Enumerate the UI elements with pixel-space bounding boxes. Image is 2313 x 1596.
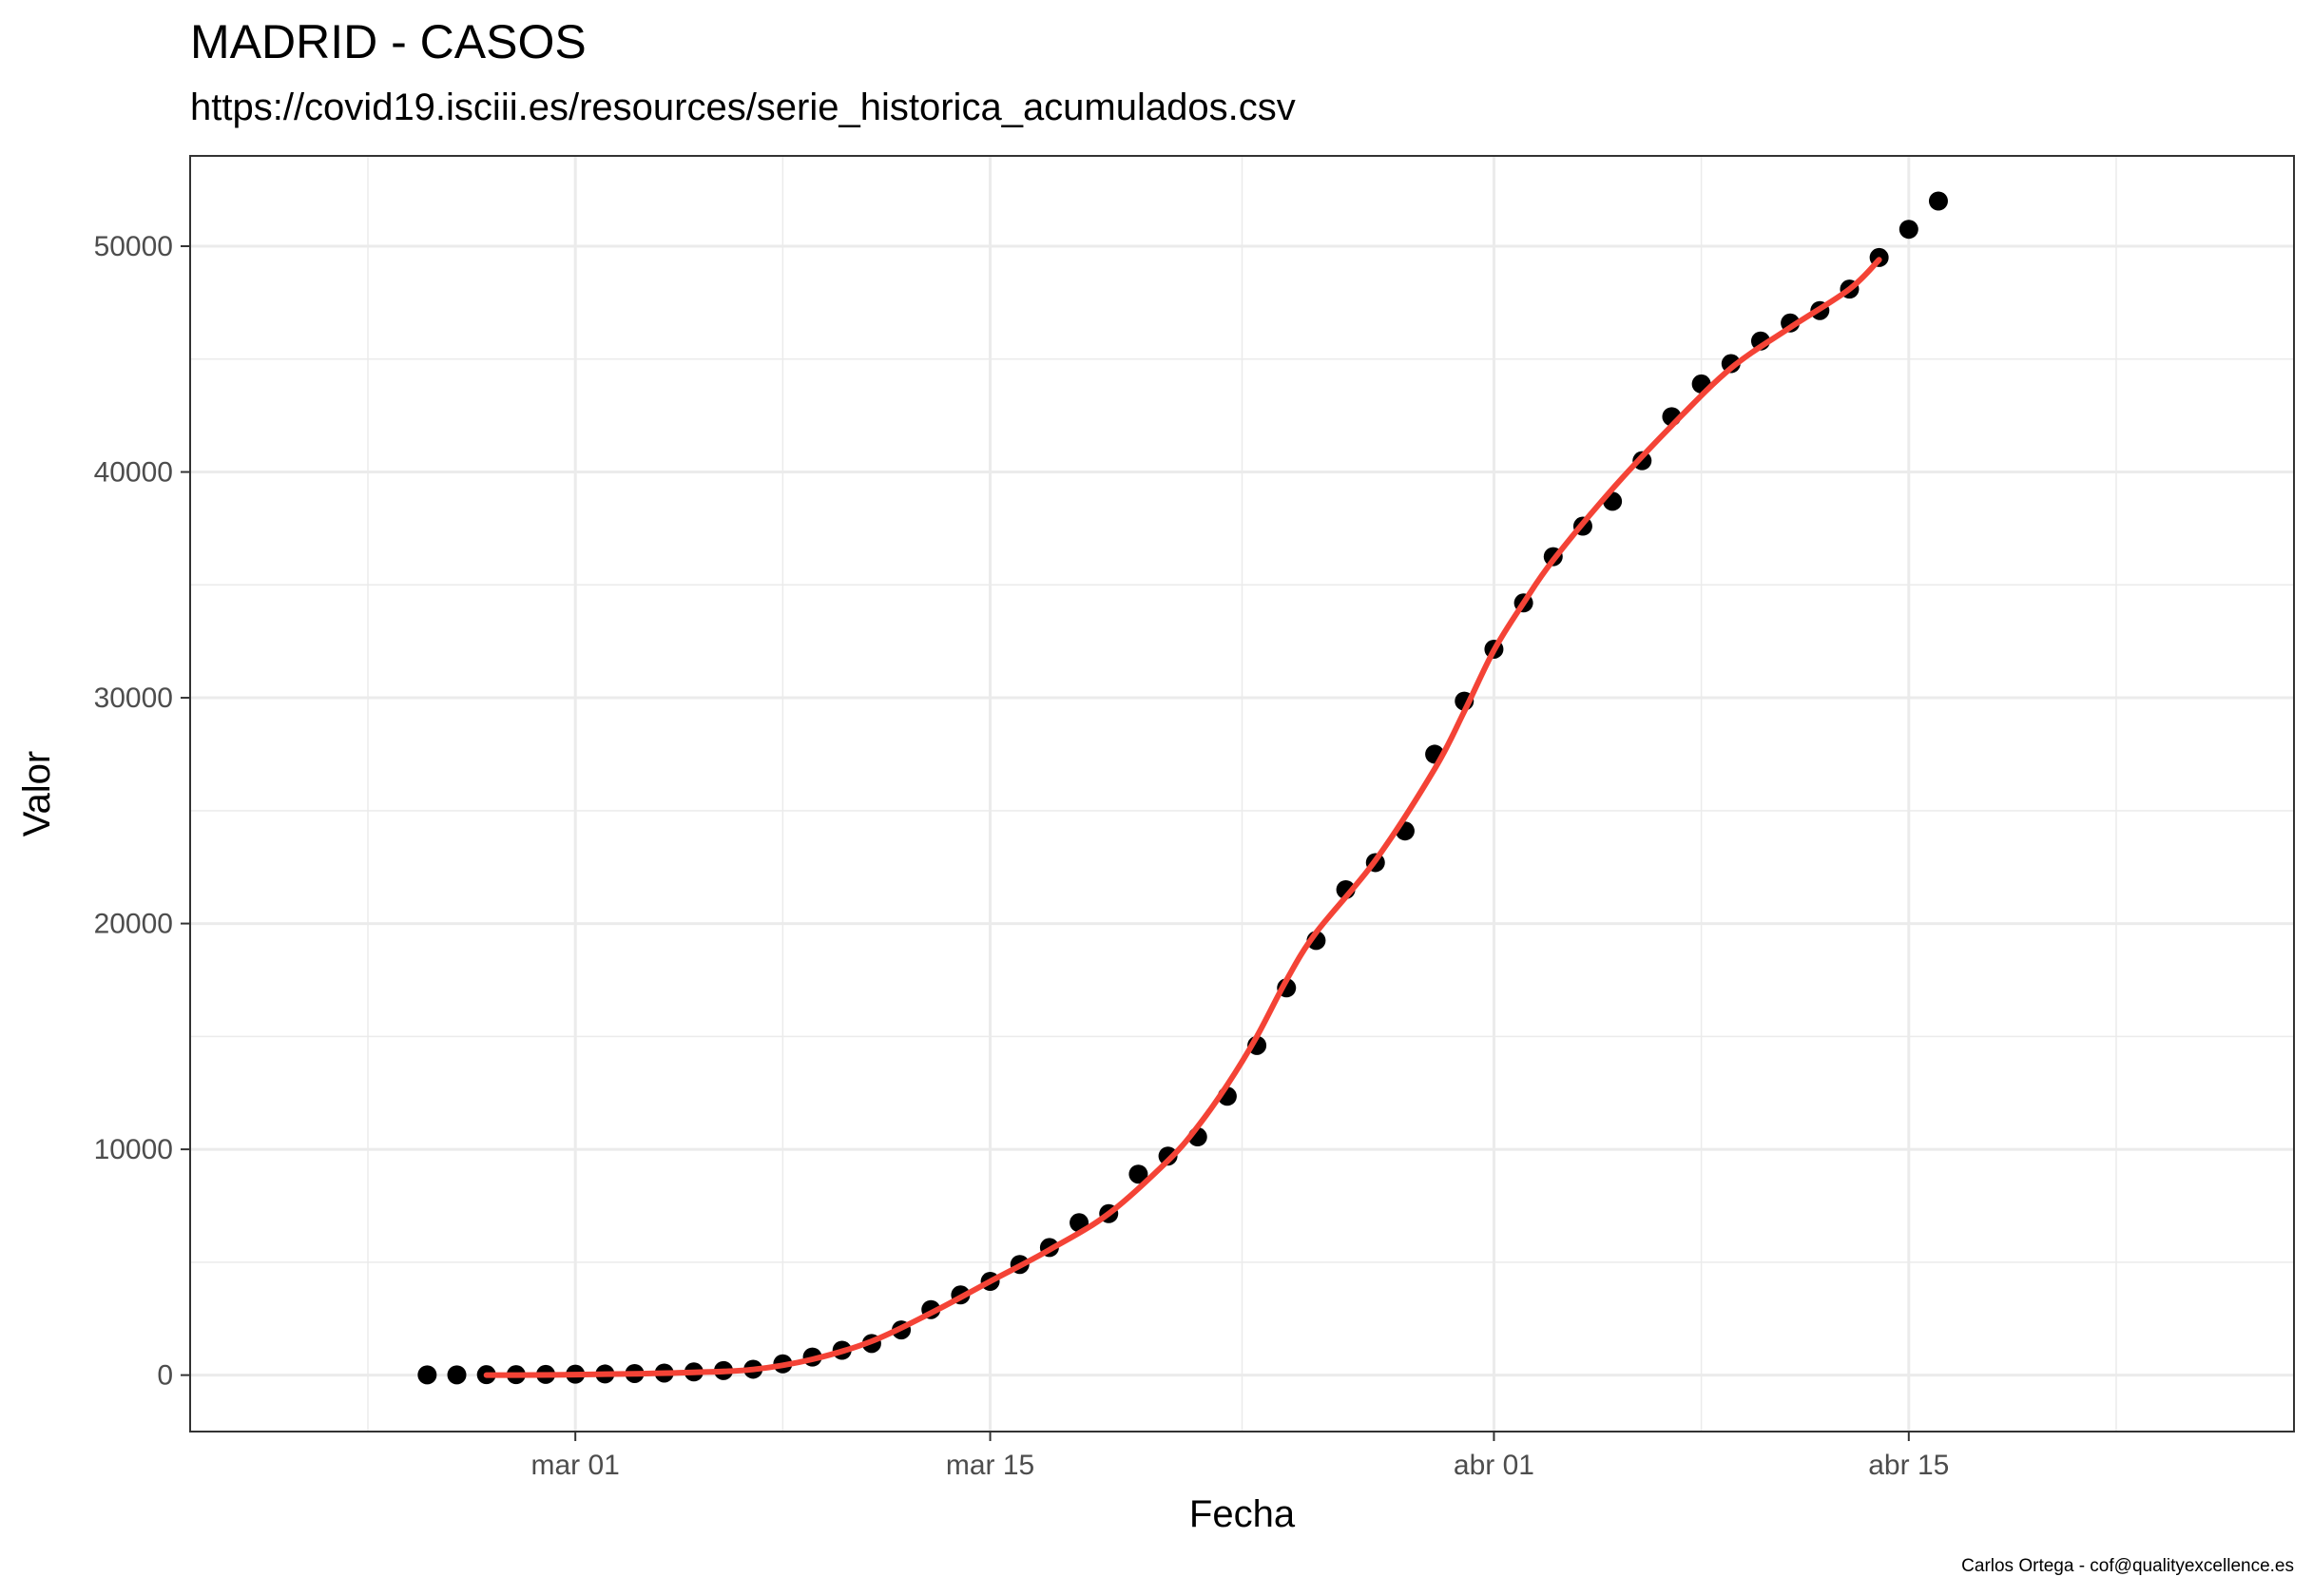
chart-title: MADRID - CASOS — [190, 15, 587, 68]
x-tick-label: abr 01 — [1454, 1450, 1534, 1481]
grid-minor — [190, 156, 2294, 1432]
panel-border — [189, 155, 2295, 1433]
x-axis-title: Fecha — [1189, 1493, 1296, 1535]
y-tick-label: 50000 — [94, 231, 173, 262]
x-tick-label: mar 15 — [946, 1450, 1034, 1481]
smooth-line — [483, 257, 1882, 1378]
chart-subtitle: https://covid19.isciii.es/resources/seri… — [190, 87, 1296, 128]
x-tick-label: mar 01 — [531, 1450, 620, 1481]
y-tick-label: 40000 — [94, 457, 173, 489]
y-tick-label: 10000 — [94, 1134, 173, 1165]
data-point — [447, 1365, 467, 1385]
data-point — [1158, 1146, 1178, 1166]
caption: Carlos Ortega - cof@qualityexcellence.es — [1961, 1556, 2294, 1576]
tick-labels: 0 10000 20000 30000 40000 50000 mar 01 mar 15 ab… — [94, 231, 1950, 1481]
data-point — [1928, 191, 1948, 211]
data-point — [1128, 1164, 1148, 1184]
y-tick-label: 0 — [157, 1360, 173, 1392]
y-tick-label: 30000 — [94, 683, 173, 714]
y-tick-label: 20000 — [94, 909, 173, 940]
axis-ticks — [181, 245, 1910, 1441]
series-layer — [417, 191, 1948, 1385]
data-point — [1721, 354, 1741, 374]
data-point — [417, 1365, 437, 1385]
y-axis-title: Valor — [16, 751, 58, 836]
data-point — [1899, 220, 1918, 240]
x-tick-label: abr 15 — [1868, 1450, 1949, 1481]
grid-major — [190, 156, 2294, 1432]
